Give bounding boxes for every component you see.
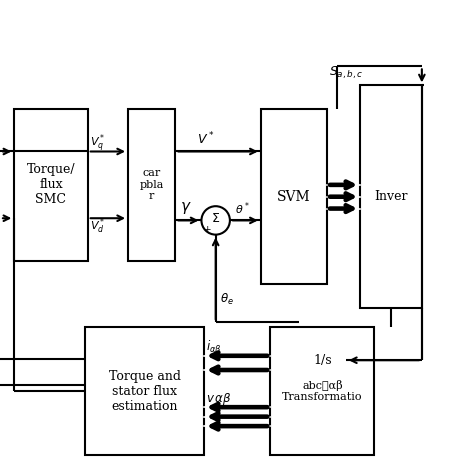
Text: $\theta^*$: $\theta^*$ [235,200,249,217]
Text: $\gamma$: $\gamma$ [180,200,192,216]
Text: car
pbla
r: car pbla r [139,168,164,201]
Text: $V^*$: $V^*$ [197,131,214,147]
Bar [299,332,346,389]
Text: SVM: SVM [277,190,310,204]
Bar [85,327,204,455]
Text: $i_{\alpha\beta}$: $i_{\alpha\beta}$ [206,339,222,357]
Text: $V^*_q$: $V^*_q$ [90,133,106,155]
Text: $\theta_e$: $\theta_e$ [220,292,234,308]
Text: 1/s: 1/s [313,354,332,367]
Text: Inver: Inver [374,190,408,203]
Bar [261,109,327,284]
Bar [14,109,88,261]
Text: Torque and
stator flux
estimation: Torque and stator flux estimation [109,370,181,412]
Bar [128,109,175,261]
Bar [360,85,422,308]
Text: $S_{a,b,c}$: $S_{a,b,c}$ [329,64,364,81]
Text: $V^*_d$: $V^*_d$ [90,217,106,237]
Text: Torque/
flux
SMC: Torque/ flux SMC [27,164,75,206]
Text: abc❘αβ
Transformatio: abc❘αβ Transformatio [282,380,363,402]
Text: $\Sigma$: $\Sigma$ [211,212,220,225]
Text: +: + [203,225,210,234]
Text: $v\,\alpha\beta$: $v\,\alpha\beta$ [206,392,232,408]
Circle shape [201,206,230,235]
Bar [270,327,374,455]
